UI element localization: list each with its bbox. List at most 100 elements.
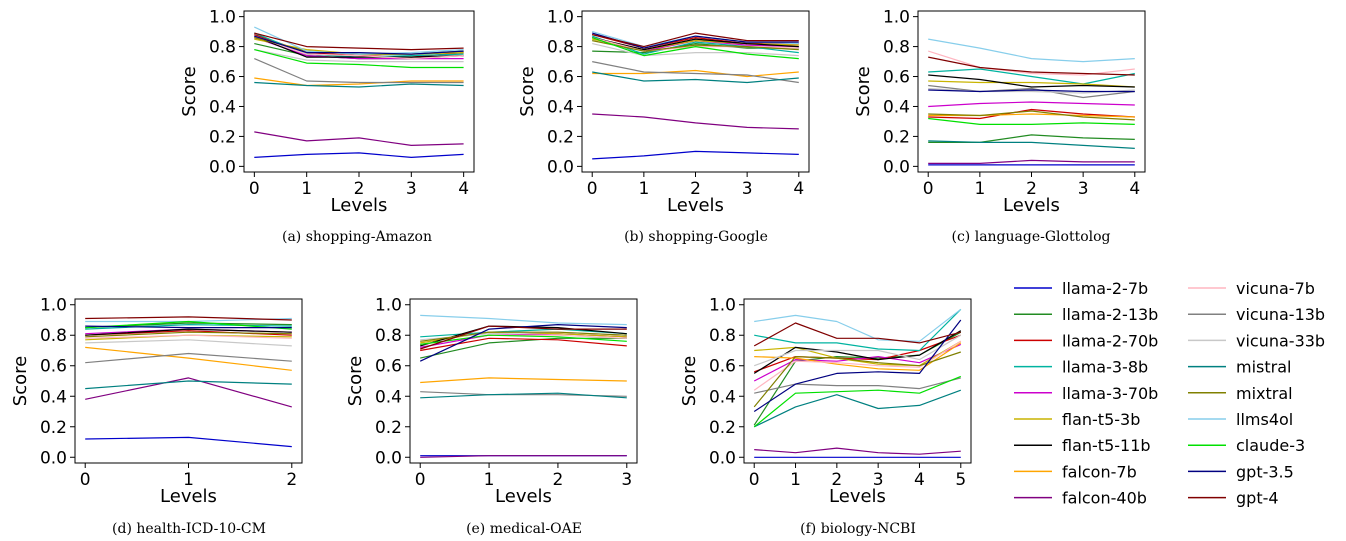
y-tick-label: 0.4	[547, 97, 574, 117]
series-line-mixtral	[592, 40, 799, 52]
y-tick-label: 0.4	[883, 97, 910, 117]
legend-label: vicuna-13b	[1236, 305, 1325, 324]
series-line-vicuna-33b	[254, 49, 464, 63]
plot-frame	[581, 10, 810, 173]
legend-label: llama-2-13b	[1062, 305, 1158, 324]
x-tick-label: 1	[790, 470, 801, 490]
x-axis-label: Levels	[1003, 195, 1060, 216]
series-line-gpt-3.5	[254, 35, 464, 55]
plot-frame	[243, 10, 475, 173]
legend-label: vicuna-33b	[1236, 331, 1325, 350]
legend-label: flan-t5-11b	[1062, 436, 1151, 455]
legend-item: llama-2-70b	[1014, 331, 1158, 350]
legend-item: llama-2-7b	[1014, 279, 1148, 298]
chart-panel: 0.0 0.2 0.4 0.6 0.8 1.0 0 1 2 3 4 5 Levels Score (f) b…	[679, 296, 972, 537]
series-line-llama-3-8b	[928, 68, 1135, 85]
legend-item: llms4ol	[1188, 410, 1293, 429]
y-tick-label: 0.8	[883, 38, 910, 58]
series-line-llms4ol	[928, 38, 1135, 63]
series-line-falcon-40b	[254, 131, 464, 146]
series-line-claude-3	[928, 117, 1135, 126]
series-line-llama-3-8b	[754, 308, 962, 352]
x-tick-label: 3	[621, 470, 632, 490]
series-line-gpt-4	[420, 325, 627, 350]
series-line-gpt-4	[928, 56, 1135, 76]
legend-label: flan-t5-3b	[1062, 410, 1140, 429]
series-line-falcon-7b	[254, 77, 464, 87]
legend-item: vicuna-13b	[1188, 305, 1325, 324]
x-tick-label: 4	[914, 470, 925, 490]
legend-item: gpt-3.5	[1188, 462, 1294, 481]
series-line-flan-t5-11b	[753, 330, 962, 374]
series-line-falcon-40b	[592, 113, 799, 130]
series-line-mistral	[420, 392, 627, 399]
y-axis-label: Score	[517, 66, 538, 116]
chart-panel: 0.0 0.2 0.4 0.6 0.8 1.0 0 1 2 3 4 Levels Score (b) sh…	[517, 8, 810, 245]
series-line-gpt-3.5	[753, 319, 962, 412]
series-line-llms4ol	[754, 308, 962, 342]
y-tick-label: 0.6	[40, 357, 67, 377]
legend-item: falcon-7b	[1014, 462, 1137, 481]
y-axis-label: Score	[345, 356, 366, 406]
y-axis-label: Score	[679, 356, 700, 406]
series-line-falcon-7b	[754, 342, 962, 371]
series-line-vicuna-33b	[753, 334, 962, 367]
series-line-llama-2-13b	[420, 337, 627, 359]
legend-item: mistral	[1188, 358, 1291, 377]
legend-label: vicuna-7b	[1236, 279, 1315, 298]
series-line-llama-3-8b	[85, 324, 292, 330]
x-tick-label: 1	[301, 179, 312, 199]
series-line-flan-t5-11b	[928, 74, 1135, 88]
y-tick-label: 0.6	[209, 68, 236, 88]
legend-item: mixtral	[1188, 384, 1293, 403]
legend-item: flan-t5-11b	[1014, 436, 1151, 455]
series-line-vicuna-33b	[592, 43, 799, 57]
x-tick-label: 2	[831, 470, 842, 490]
series-line-falcon-40b	[754, 447, 961, 455]
series-line-claude-3	[420, 334, 627, 345]
y-tick-label: 0.8	[40, 326, 67, 346]
series-line-gpt-4	[753, 322, 961, 347]
x-tick-label: 3	[1078, 179, 1089, 199]
x-tick-label: 4	[458, 179, 469, 199]
legend-item: claude-3	[1188, 436, 1305, 455]
legend-item: vicuna-33b	[1188, 331, 1325, 350]
legend-item: llama-3-8b	[1014, 358, 1148, 377]
plot-frame	[409, 298, 638, 464]
series-line-llama-3-70b	[928, 101, 1135, 108]
x-tick-label: 2	[553, 470, 564, 490]
y-tick-label: 1.0	[709, 296, 736, 316]
series-line-flan-t5-3b	[928, 80, 1135, 88]
series-line-flan-t5-3b	[754, 340, 962, 367]
series-line-llama-3-8b	[420, 328, 627, 338]
legend-label: llama-3-70b	[1062, 384, 1158, 403]
y-axis-label: Score	[179, 66, 200, 116]
series-line-llms4ol	[254, 26, 464, 55]
series-line-vicuna-13b	[85, 352, 292, 364]
series-line-llama-3-70b	[753, 343, 962, 382]
series-line-gpt-4	[85, 316, 292, 321]
legend-label: llama-2-70b	[1062, 331, 1158, 350]
y-tick-label: 1.0	[883, 8, 910, 28]
series-line-falcon-40b	[420, 455, 627, 458]
y-axis-label: Score	[10, 356, 31, 406]
y-tick-label: 0.0	[209, 157, 236, 177]
series-line-vicuna-13b	[928, 84, 1135, 99]
series-line-mistral	[928, 140, 1135, 149]
series-line-falcon-7b	[85, 346, 292, 371]
x-tick-label: 2	[690, 179, 701, 199]
legend: llama-2-7b llama-2-13b llama-2-70b llama-3-…	[1014, 279, 1325, 508]
x-tick-label: 2	[286, 470, 297, 490]
panel-caption: (f) biology-NCBI	[800, 521, 916, 537]
y-tick-label: 0.2	[209, 127, 236, 147]
x-tick-label: 0	[249, 179, 260, 199]
y-tick-label: 0.6	[709, 357, 736, 377]
x-tick-label: 4	[1129, 179, 1140, 199]
series-line-vicuna-7b	[928, 50, 1135, 76]
x-tick-label: 4	[793, 179, 804, 199]
series-line-gpt-4	[592, 32, 799, 48]
y-tick-label: 0.2	[883, 127, 910, 147]
legend-label: mistral	[1236, 358, 1291, 377]
series-line-llama-2-70b	[420, 337, 627, 352]
legend-item: llama-3-70b	[1014, 384, 1158, 403]
